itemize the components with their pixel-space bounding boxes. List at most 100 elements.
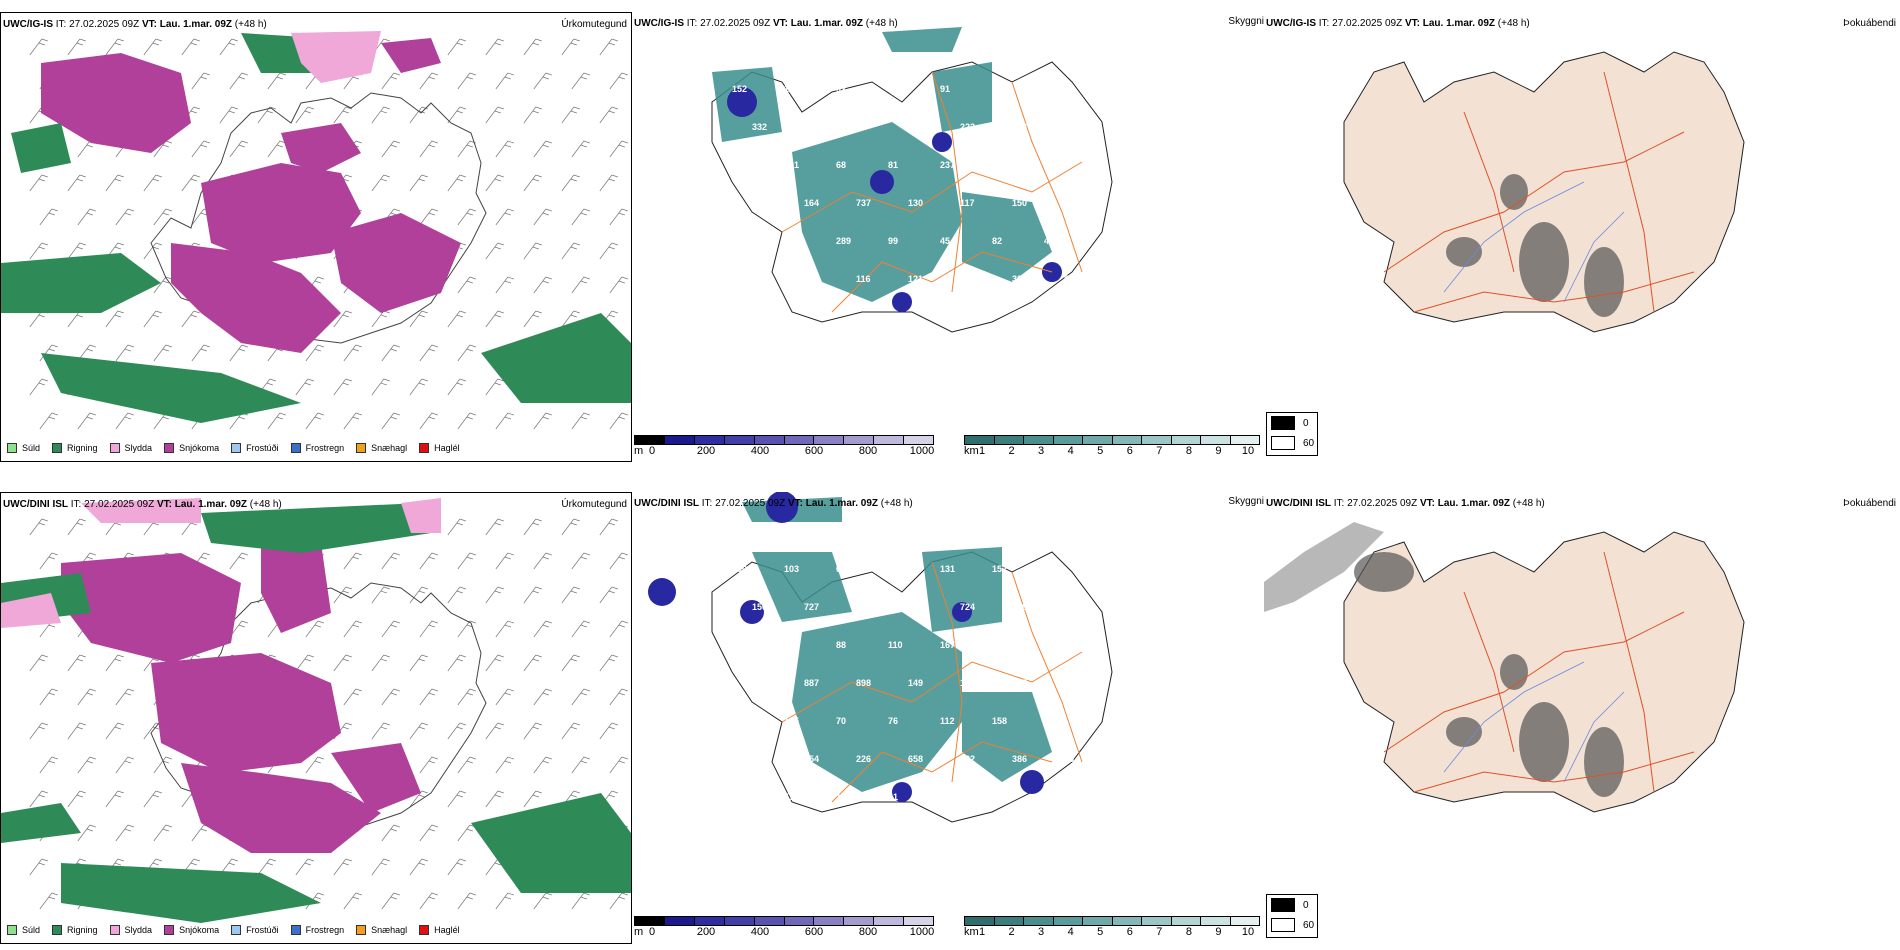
fog-legend-label: 60: [1303, 437, 1315, 449]
colorbar-cell: [784, 917, 815, 925]
wind-barb: [485, 242, 504, 260]
legend-item: Snæhagl: [356, 443, 407, 453]
ceiling-label: 45: [940, 236, 950, 246]
wind-barb: [29, 518, 48, 536]
wind-barb: [39, 756, 58, 774]
fog-legend-top: 0 60: [1266, 412, 1318, 456]
wind-barb: [295, 858, 314, 876]
colorbar-cell: [1230, 436, 1259, 444]
colorbar-tick: 1: [978, 926, 986, 938]
legend-item: Slydda: [109, 443, 152, 453]
colorbar-cell: [754, 917, 785, 925]
vis-header-top: UWC/IG-IS IT: 27.02.2025 09Z VT: Lau. 1.…: [634, 18, 898, 30]
colorbar-tick: 3: [1038, 445, 1045, 457]
wind-barb: [571, 140, 590, 158]
colorbar-cell: [694, 436, 725, 444]
wind-barb: [29, 242, 48, 260]
legend-swatch: [290, 925, 301, 935]
colorbar-tick: 1000: [909, 926, 935, 938]
wind-barb: [219, 38, 238, 56]
precip-map-top: [1, 31, 631, 430]
ceiling-label: 101: [836, 792, 851, 802]
wind-barb: [419, 756, 438, 774]
ceiling-label: 139: [1044, 564, 1059, 574]
wind-barb: [485, 654, 504, 672]
wind-barb: [447, 174, 466, 192]
wind-barb: [561, 518, 580, 536]
ceiling-label: 164: [804, 198, 819, 208]
ceiling-label: 434: [1044, 236, 1059, 246]
wind-barb: [29, 38, 48, 56]
wind-barb: [381, 824, 400, 842]
ceiling-label: 30: [752, 274, 762, 284]
fog-areas: [1446, 174, 1624, 317]
wind-barb: [533, 756, 552, 774]
wind-barb: [599, 242, 618, 260]
colorbar-unit: km: [964, 926, 979, 938]
wind-barb: [409, 378, 428, 396]
wind-barb: [419, 344, 438, 362]
valid-time: VT: Lau. 1.mar. 09Z: [787, 498, 879, 509]
ceiling-label: 737: [856, 198, 871, 208]
wind-barb: [67, 174, 86, 192]
legend-label: Slydda: [124, 925, 153, 935]
fog-legend-label: 60: [1303, 919, 1315, 931]
fog-roads: [1383, 551, 1695, 793]
legend-item: Snjókoma: [164, 925, 219, 935]
vis-title-top: Skyggni: [1228, 16, 1264, 27]
wind-barb: [457, 72, 476, 90]
wind-barb: [143, 310, 162, 328]
wind-barb: [599, 38, 618, 56]
wind-barb: [343, 344, 362, 362]
iceland-land: [1343, 531, 1745, 813]
ceiling-label: 614: [908, 602, 923, 612]
wind-barb: [105, 654, 124, 672]
colorbar-tick: 3: [1038, 926, 1045, 938]
wind-barb: [609, 688, 628, 706]
colorbar-cell: [994, 436, 1024, 444]
wind-barb: [305, 756, 324, 774]
wind-barb: [609, 412, 628, 430]
legend-item: Frostúði: [231, 443, 279, 453]
wind-barb: [143, 790, 162, 808]
wind-barb: [39, 688, 58, 706]
colorbar-unit: m: [634, 445, 644, 457]
legend-swatch: [109, 925, 120, 935]
ceiling-label: 120: [960, 678, 975, 688]
ceiling-label: 293: [804, 122, 819, 132]
precip-map-bottom: [1, 498, 631, 923]
wind-barb: [67, 38, 86, 56]
colorbar-cell: [1024, 917, 1054, 925]
wind-barb: [599, 586, 618, 604]
rain-areas: [1, 503, 631, 923]
wind-barb: [419, 412, 438, 430]
ceiling-label: 737: [1044, 716, 1059, 726]
colorbar-cell: [1201, 917, 1231, 925]
precip-legend-bottom: Súld Rigning Slydda Snjókoma Frostúði Frostre…: [7, 925, 472, 935]
ceiling-label: 130: [908, 198, 923, 208]
wind-barb: [409, 858, 428, 876]
wind-barb: [495, 756, 514, 774]
vis-header-bottom: UWC/DINI ISL IT: 27.02.2025 09Z VT: Lau.…: [634, 498, 913, 510]
wind-barb: [495, 140, 514, 158]
wind-barb: [381, 892, 400, 910]
ceiling-label: 79: [732, 716, 742, 726]
wind-barb: [229, 140, 248, 158]
ceiling-label: 99: [888, 564, 898, 574]
colorbar-cell: [844, 436, 875, 444]
ceiling-label: 81: [888, 160, 898, 170]
wind-barb: [333, 378, 352, 396]
wind-barb: [153, 344, 172, 362]
wind-barb: [609, 276, 628, 294]
colorbar-cell: [1083, 436, 1113, 444]
colorbar-unit: km: [964, 445, 979, 457]
colorbar-tick: 8: [1185, 445, 1192, 457]
wind-barb: [371, 174, 390, 192]
wind-barb: [371, 722, 390, 740]
ceiling-label: 499: [1064, 198, 1079, 208]
precip-header-top: UWC/IG-IS IT: 27.02.2025 09Z VT: Lau. 1.…: [3, 19, 267, 31]
ceiling-label: 734: [1064, 122, 1079, 132]
low-visibility-areas: [742, 497, 1052, 792]
wind-barb: [533, 552, 552, 570]
lead-time: (+48 h): [234, 19, 267, 30]
